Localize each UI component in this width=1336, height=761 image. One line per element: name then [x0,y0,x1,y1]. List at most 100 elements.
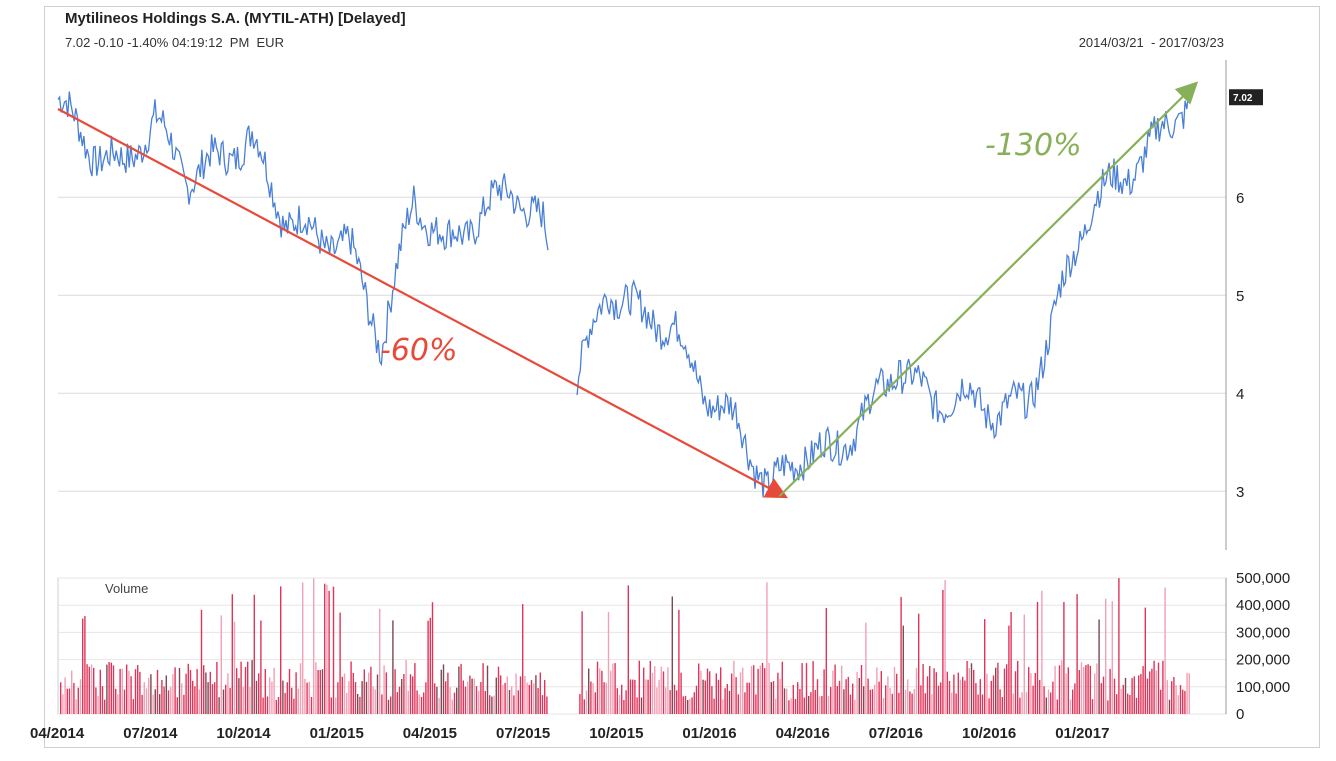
price-tick-label: 3 [1236,484,1244,501]
volume-bar [121,668,123,714]
volume-bar [493,695,495,714]
volume-bar [273,667,275,714]
volume-bar [1142,666,1144,714]
volume-bar [436,686,438,714]
volume-bar [693,692,695,714]
volume-bar [821,696,823,714]
volume-bar [295,672,297,714]
volume-bar [1003,668,1006,714]
volume-bar [860,665,863,714]
volume-bar [1072,689,1074,714]
volume-bar [86,664,88,714]
volume-bar [988,698,990,714]
chart-frame [44,6,1320,748]
volume-bar [229,687,231,714]
volume-bar [1094,673,1096,714]
volume-bar [788,700,790,714]
volume-bar [621,684,623,714]
volume-bar [73,682,75,714]
volume-bar [706,668,709,714]
volume-bar [112,665,115,714]
volume-bar [508,690,511,714]
volume-bar [1168,699,1171,714]
volume-bar [511,686,513,714]
volume-bar [453,692,456,714]
volume-bar [205,672,207,714]
volume-bar [1188,673,1190,714]
volume-bar [838,680,841,714]
volume-bar [583,699,585,714]
volume-bar [209,671,211,714]
volume-bar [1019,697,1021,714]
x-tick-label: 07/2014 [123,725,178,742]
volume-bar [907,679,909,714]
volume-bar [533,683,535,714]
volume-bar [385,672,387,714]
volume-bar [981,694,984,714]
volume-bar [737,694,739,714]
volume-bar [955,693,957,714]
volume-bar [871,689,874,714]
volume-bar [387,699,390,714]
volume-bar [823,669,825,714]
volume-bar [346,692,348,714]
volume-bar [968,668,970,714]
volume-bar [592,683,594,714]
volume-bar [746,682,748,714]
trend-arrow [778,81,1199,497]
volume-bar [779,678,781,714]
volume-bar [1017,660,1019,714]
volume-bar [324,583,326,714]
volume-bar [863,686,865,714]
volume-bar [1036,602,1039,714]
volume-bar [777,672,779,714]
volume-bar [1111,601,1113,714]
volume-bar [1149,671,1151,714]
volume-bar [975,683,977,714]
volume-bar [330,697,332,714]
volume-bar [172,674,174,714]
volume-bar [238,678,240,714]
volume-bar [264,669,266,714]
volume-bar [748,682,750,714]
volume-bar [874,684,876,714]
volume-bar [535,675,537,714]
volume-bar [401,679,403,714]
volume-bar [271,681,273,714]
volume-bar [1021,692,1023,714]
volume-bar [130,676,132,714]
volume-bar [372,686,374,714]
volume-tick-label: 400,000 [1236,597,1290,614]
volume-bar [420,696,423,714]
volume-bar [915,668,918,714]
volume-bar [627,585,629,714]
volume-bar [1100,683,1102,714]
volume-bar [68,688,71,714]
volume-bar [854,699,856,714]
volume-bar [841,665,843,714]
volume-bar [93,667,95,714]
volume-bar [951,692,953,714]
volume-bar [317,670,319,714]
volume-bar [1056,699,1058,714]
volume-bar [801,663,803,714]
volume-bar [1131,678,1133,714]
volume-bar [885,685,887,714]
price-tick-label: 6 [1236,190,1244,207]
volume-bar [198,689,200,714]
volume-bar [1171,681,1173,714]
volume-bar [376,674,379,714]
volume-bar [194,686,196,714]
volume-bar [167,690,170,714]
volume-bar [176,697,178,714]
volume-bar [370,666,372,714]
volume-bar [581,611,583,714]
volume-bar [297,688,299,714]
volume-bar [605,682,607,714]
volume-bar [381,694,383,714]
volume-bar [832,670,834,714]
volume-bar [999,689,1001,714]
volume-bar [546,696,548,714]
volume-bar [1116,694,1118,714]
volume-bar [275,700,277,714]
